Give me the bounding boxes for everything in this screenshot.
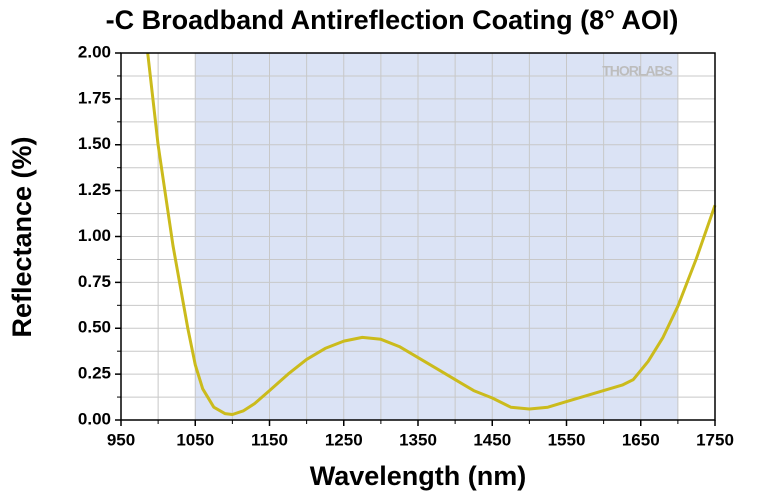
x-tick-label: 1250 (325, 430, 363, 449)
y-tick-label: 1.00 (78, 226, 111, 245)
y-tick-label: 1.75 (78, 88, 111, 107)
y-tick-label: 0.25 (78, 364, 111, 383)
x-tick-label: 1150 (251, 430, 288, 449)
y-tick-label: 1.50 (78, 134, 111, 153)
x-tick-label: 1350 (399, 430, 437, 449)
y-tick-label: 1.25 (78, 180, 111, 199)
watermark: THORLABS (602, 63, 672, 79)
x-axis-label: Wavelength (nm) (310, 461, 527, 491)
x-tick-label: 1050 (176, 430, 214, 449)
x-tick-label: 950 (107, 430, 135, 449)
y-axis-label: Reflectance (%) (7, 136, 37, 337)
x-tick-label: 1750 (696, 430, 734, 449)
y-tick-label: 0.75 (78, 272, 111, 291)
y-tick-label: 0.50 (78, 318, 111, 337)
chart-title: -C Broadband Antireflection Coating (8° … (106, 5, 679, 35)
x-tick-label: 1450 (473, 430, 511, 449)
y-tick-label: 0.00 (78, 409, 111, 428)
x-tick-label: 1550 (548, 430, 586, 449)
y-tick-label: 2.00 (78, 42, 111, 61)
x-tick-label: 1650 (622, 430, 660, 449)
data-line (146, 52, 717, 416)
